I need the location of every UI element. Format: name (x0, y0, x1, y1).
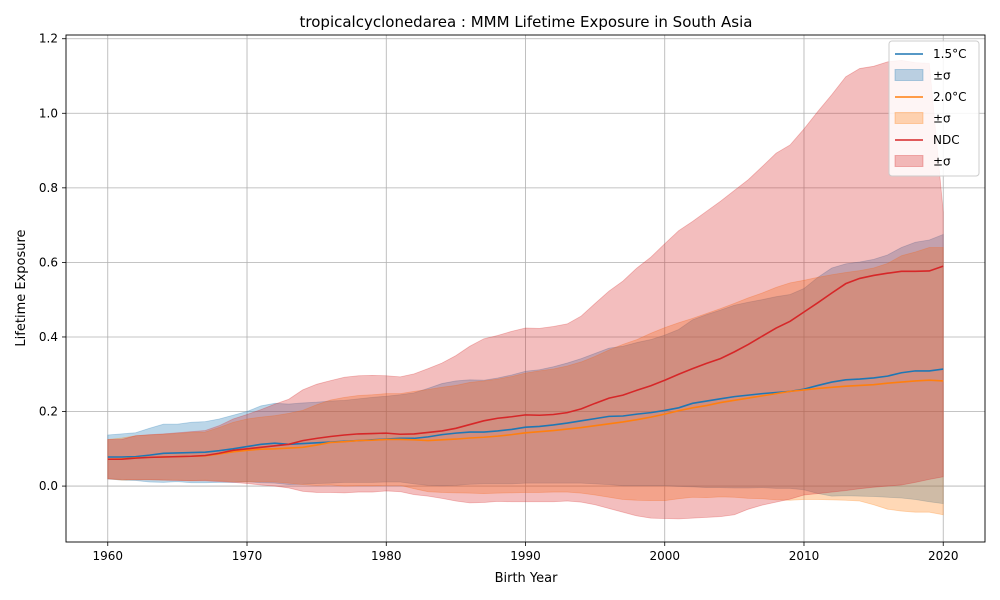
legend-label: ±σ (933, 69, 951, 83)
x-tick-label: 2010 (789, 549, 820, 563)
x-tick-label: 1990 (510, 549, 541, 563)
legend-band-NDC (894, 155, 924, 167)
x-tick-label: 1980 (371, 549, 402, 563)
x-axis-label: Birth Year (495, 571, 559, 586)
legend: 1.5°C ±σ 2.0°C ±σ NDC ±σ (888, 40, 980, 177)
legend-label: 1.5°C (933, 47, 966, 61)
band-NDC (107, 59, 944, 520)
legend-band-2.0°C (894, 112, 924, 124)
legend-label: ±σ (933, 112, 951, 126)
x-tick-label: 2000 (649, 549, 680, 563)
y-tick-label: 1.2 (39, 32, 58, 46)
grid (66, 35, 985, 542)
band-1.5°C (107, 233, 944, 505)
plot-area (107, 59, 944, 520)
legend-band-1.5°C (894, 69, 924, 81)
axis-ticks: 1960 1970 1980 1990 2000 2010 2020 0.0 0.2 0.4 0.6… (39, 32, 959, 563)
y-tick-label: 1.0 (39, 106, 58, 120)
chart-title: tropicalcyclonedarea : MMM Lifetime Expo… (300, 13, 753, 31)
legend-label: 2.0°C (933, 90, 966, 104)
legend-label: ±σ (933, 155, 951, 169)
legend-label: NDC (933, 133, 960, 147)
x-tick-label: 2020 (928, 549, 959, 563)
y-tick-label: 0.4 (39, 330, 58, 344)
band-2.0°C (107, 247, 944, 516)
y-tick-label: 0.0 (39, 479, 58, 493)
x-tick-label: 1960 (92, 549, 123, 563)
y-axis-label: Lifetime Exposure (14, 229, 29, 346)
legend-box (888, 40, 980, 177)
y-tick-label: 0.8 (39, 181, 58, 195)
y-tick-label: 0.2 (39, 405, 58, 419)
x-tick-label: 1970 (232, 549, 263, 563)
line-NDC (107, 265, 944, 461)
y-tick-label: 0.6 (39, 255, 58, 269)
line-2.0°C (107, 379, 944, 461)
